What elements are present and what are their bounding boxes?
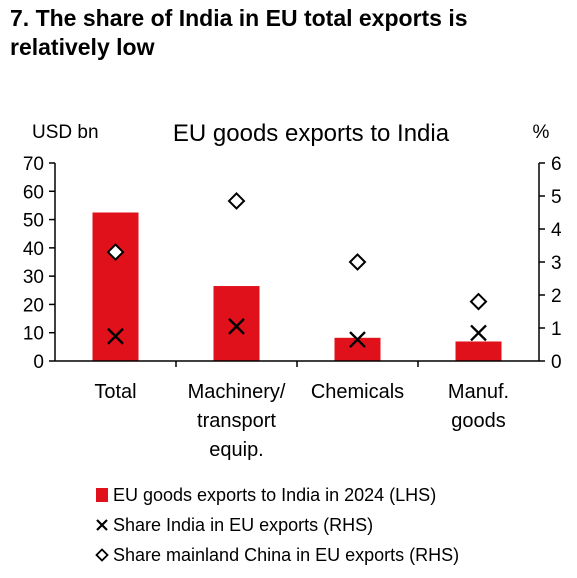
- legend-label-exports: EU goods exports to India in 2024 (LHS): [113, 484, 437, 505]
- left-tick-label: 20: [23, 295, 44, 316]
- bar: [334, 337, 381, 361]
- left-tick-label: 30: [23, 267, 44, 288]
- category-label: Machinery/transport equip.: [188, 381, 286, 461]
- chart-title: EU goods exports to India: [173, 120, 450, 147]
- bar: [213, 286, 260, 361]
- china-share-marker: [227, 192, 246, 210]
- right-tick-label: 0: [551, 352, 562, 373]
- legend-label-china-share: Share mainland China in EU exports (RHS): [113, 544, 460, 565]
- right-axis-unit: %: [533, 122, 550, 143]
- right-tick-label: 3: [551, 253, 562, 274]
- right-tick-label: 6: [551, 154, 562, 175]
- left-tick-label: 70: [23, 154, 44, 175]
- india-share-marker: [470, 324, 487, 342]
- right-tick-label: 4: [551, 220, 562, 241]
- china-share-marker: [469, 292, 488, 311]
- chart: EU goods exports to India USD bn % 01020…: [23, 120, 562, 461]
- left-tick-label: 0: [33, 352, 44, 373]
- left-tick-label: 60: [23, 182, 44, 203]
- legend-label-india-share: Share India in EU exports (RHS): [113, 514, 374, 535]
- diamond-marker-icon: [94, 545, 110, 565]
- right-tick-label: 2: [551, 286, 562, 307]
- india-share-marker: [228, 318, 245, 335]
- x-marker-icon: [94, 515, 110, 535]
- left-tick-label: 10: [23, 324, 44, 345]
- china-share-marker: [106, 243, 125, 262]
- legend-item-exports: EU goods exports to India in 2024 (LHS): [94, 480, 564, 510]
- plot-layer: 0 10 20 30 40 50 60 70 0 1 2 3 4 5 6 Total Machinery/tra…: [23, 154, 562, 461]
- category-label: Chemicals: [311, 381, 404, 403]
- right-tick-label: 1: [551, 319, 562, 340]
- left-axis-unit: USD bn: [32, 122, 99, 143]
- right-tick-label: 5: [551, 187, 562, 208]
- bar: [455, 341, 502, 361]
- category-label: Manuf. goods: [448, 381, 509, 432]
- legend-item-india-share: Share India in EU exports (RHS): [94, 510, 564, 540]
- legend: EU goods exports to India in 2024 (LHS) …: [94, 480, 564, 570]
- left-tick-label: 40: [23, 239, 44, 260]
- category-label: Total: [94, 381, 136, 403]
- left-tick-label: 50: [23, 211, 44, 232]
- bar: [92, 212, 139, 361]
- india-share-marker: [107, 327, 124, 345]
- legend-item-china-share: Share mainland China in EU exports (RHS): [94, 540, 564, 570]
- legend-bar-swatch: [94, 485, 110, 505]
- china-share-marker: [348, 253, 367, 271]
- figure-title: 7. The share of India in EU total export…: [10, 5, 468, 60]
- india-share-marker: [349, 331, 366, 348]
